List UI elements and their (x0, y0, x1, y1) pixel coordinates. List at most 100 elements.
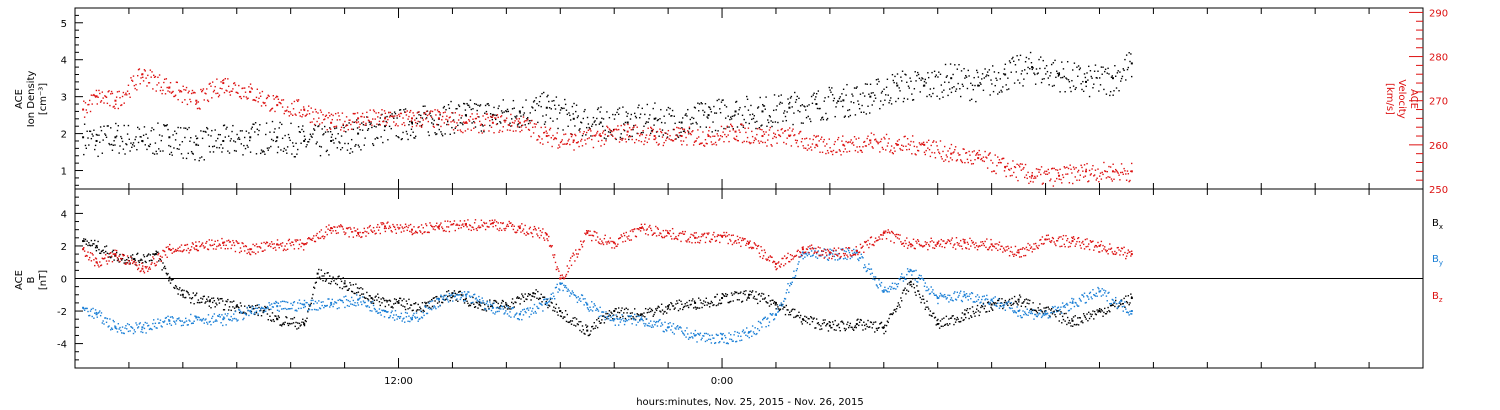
velocity-sample (557, 147, 559, 149)
by-sample (522, 314, 525, 316)
bx-sample (589, 333, 591, 336)
velocity-sample (811, 143, 814, 145)
bx-sample (85, 243, 88, 245)
bx-sample (620, 309, 622, 312)
velocity-sample (487, 116, 489, 119)
by-sample (930, 286, 932, 288)
bx-sample (915, 294, 917, 296)
bx-sample (351, 291, 354, 293)
density-sample (307, 141, 310, 143)
density-sample (588, 126, 590, 129)
by-sample (84, 307, 87, 310)
by-sample (613, 318, 616, 320)
bx-sample (611, 312, 613, 315)
bx-sample (831, 321, 834, 323)
velocity-sample (850, 139, 852, 141)
by-sample (372, 304, 375, 307)
density-sample (620, 133, 622, 135)
bx-sample (762, 298, 764, 300)
velocity-sample (1013, 165, 1016, 168)
bx-sample (402, 305, 404, 307)
bx-sample (988, 310, 991, 313)
velocity-sample (327, 117, 329, 119)
bx-sample (718, 302, 720, 305)
density-sample (933, 87, 935, 90)
bx-sample (853, 329, 855, 331)
density-sample (228, 152, 231, 154)
density-sample (713, 105, 715, 108)
by-sample (398, 315, 400, 318)
density-sample (943, 89, 945, 91)
by-sample (913, 270, 916, 272)
velocity-point (518, 121, 521, 124)
by-sample (796, 268, 798, 270)
velocity-sample (526, 119, 528, 122)
velocity-sample (549, 127, 552, 130)
by-sample (869, 268, 871, 270)
bx-sample (514, 301, 516, 303)
velocity-sample (193, 91, 195, 94)
velocity-sample (956, 159, 959, 161)
bx-sample (894, 308, 896, 311)
density-sample (474, 126, 477, 128)
density-sample (846, 83, 848, 86)
density-sample (255, 153, 258, 155)
density-sample (887, 94, 889, 96)
velocity-sample (129, 96, 131, 98)
by-sample (911, 274, 913, 276)
by-sample (155, 327, 157, 329)
density-sample (952, 73, 954, 76)
bx-sample (1014, 300, 1017, 303)
density-sample (193, 141, 195, 144)
bx-sample (1013, 302, 1015, 305)
velocity-sample (982, 156, 985, 158)
by-sample (177, 318, 179, 320)
velocity-sample (1125, 179, 1128, 181)
by-sample (566, 290, 569, 292)
bx-sample (131, 257, 133, 259)
velocity-sample (633, 141, 636, 144)
bx-sample (443, 294, 446, 297)
density-point (599, 121, 602, 124)
by-sample (799, 256, 802, 258)
density-sample (601, 117, 603, 119)
density-sample (517, 123, 520, 125)
by-sample (596, 307, 598, 310)
by-sample (167, 315, 169, 318)
density-sample (584, 108, 586, 111)
velocity-sample (1076, 179, 1078, 181)
velocity-sample (814, 146, 816, 149)
density-sample (883, 88, 885, 90)
bx-sample (870, 321, 873, 324)
by-sample (200, 318, 202, 321)
velocity-sample (396, 115, 398, 117)
bx-sample (670, 301, 672, 304)
density-sample (989, 94, 991, 96)
velocity-sample (975, 153, 978, 155)
density-sample (477, 104, 479, 107)
velocity-sample (660, 131, 663, 134)
density-sample (526, 118, 528, 120)
bx-sample (565, 320, 568, 323)
bx-sample (756, 302, 759, 305)
bx-sample (278, 316, 280, 319)
bx-sample (954, 318, 956, 320)
density-sample (318, 125, 320, 127)
velocity-sample (984, 150, 986, 153)
by-sample (378, 308, 381, 310)
bx-sample (899, 306, 901, 308)
velocity-sample (903, 135, 905, 138)
by-sample (482, 300, 484, 302)
bx-sample (982, 302, 985, 305)
by-sample (724, 334, 726, 337)
density-sample (119, 145, 121, 147)
density-point (707, 114, 710, 117)
bx-sample (733, 293, 735, 295)
by-sample (332, 305, 334, 308)
bx-sample (1045, 306, 1048, 309)
density-sample (838, 97, 841, 100)
by-sample (795, 269, 798, 272)
by-sample (221, 314, 223, 316)
bx-sample (1125, 300, 1128, 303)
density-sample (854, 114, 857, 116)
